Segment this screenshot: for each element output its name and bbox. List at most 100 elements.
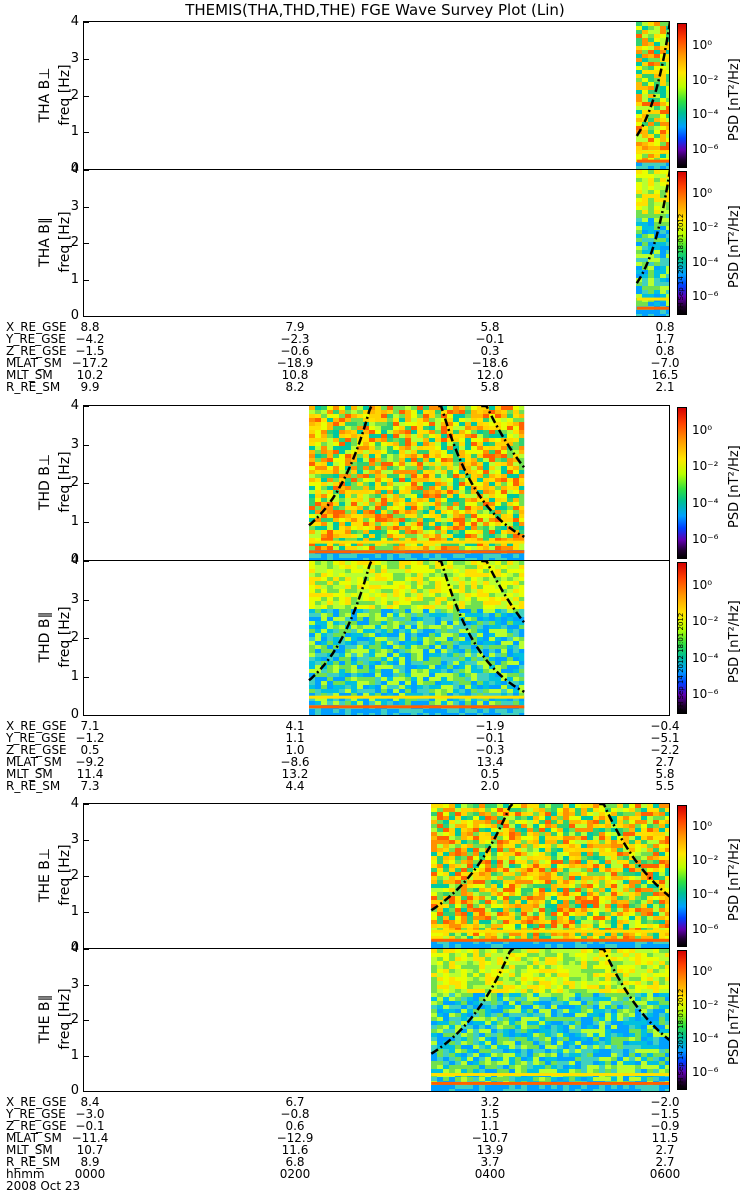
- spectrogram-cell: [441, 653, 447, 657]
- spectrogram-cell: [513, 434, 519, 438]
- spectrogram-cell: [653, 876, 659, 880]
- spectrogram-cell: [497, 876, 503, 880]
- spectrogram-cell: [315, 406, 321, 410]
- spectrogram-cell: [369, 546, 375, 550]
- spectrogram-cell: [399, 490, 405, 494]
- spectrogram-cell: [533, 844, 539, 848]
- spectrogram-cell: [641, 904, 647, 908]
- spectrogram-cell: [443, 832, 449, 836]
- spectrogram-cell: [641, 832, 647, 836]
- spectrogram-cell: [437, 808, 443, 812]
- spectrogram-cell: [387, 510, 393, 514]
- spectrogram-cell: [519, 597, 525, 601]
- spectrogram-cell: [381, 406, 387, 410]
- spectrogram-cell: [666, 78, 669, 82]
- spectrogram-cell: [611, 920, 617, 924]
- spectrogram-cell: [636, 186, 642, 190]
- spectrogram-cell: [465, 498, 471, 502]
- spectrogram-cell: [455, 1013, 461, 1017]
- spectrogram-cell: [515, 900, 521, 904]
- spectrogram-cell: [399, 406, 405, 410]
- spectrogram-cell: [399, 530, 405, 534]
- spectrogram-cell: [665, 880, 669, 884]
- spectrogram-cell: [501, 613, 507, 617]
- spectrogram-cell: [665, 876, 669, 880]
- spectrogram-cell: [339, 478, 345, 482]
- spectrogram-cell: [465, 522, 471, 526]
- spectrogram-cell: [635, 908, 641, 912]
- spectrogram-cell: [351, 657, 357, 661]
- spectrogram-cell: [393, 490, 399, 494]
- spectrogram-cell: [641, 820, 647, 824]
- spectrogram-cell: [501, 665, 507, 669]
- spectrogram-cell: [315, 546, 321, 550]
- spectrogram-cell: [660, 66, 666, 70]
- spectrogram-cell: [519, 657, 525, 661]
- spectrogram-cell: [513, 581, 519, 585]
- spectrogram-cell: [405, 482, 411, 486]
- spectrogram-cell: [399, 546, 405, 550]
- spectrogram-cell: [654, 134, 660, 138]
- spectrogram-cell: [429, 605, 435, 609]
- spectrogram-cell: [519, 426, 525, 430]
- spectrogram-cell: [435, 589, 441, 593]
- spectrogram-cell: [435, 406, 441, 410]
- spectrogram-cell: [629, 868, 635, 872]
- spectrogram-cell: [363, 554, 369, 558]
- spectrogram-cell: [327, 542, 333, 546]
- spectrogram-cell: [453, 565, 459, 569]
- spectrogram-cell: [605, 868, 611, 872]
- spectrogram-cell: [357, 450, 363, 454]
- spectrogram-cell: [477, 418, 483, 422]
- spectrogram-cell: [467, 1025, 473, 1029]
- spectrogram-cell: [321, 518, 327, 522]
- spectrogram-cell: [501, 577, 507, 581]
- spectrogram-cell: [485, 880, 491, 884]
- spectrogram-cell: [665, 804, 669, 808]
- spectrogram-cell: [461, 936, 467, 940]
- spectrogram-cell: [447, 601, 453, 605]
- spectrogram-cell: [431, 1057, 437, 1061]
- spectrogram-cell: [473, 856, 479, 860]
- spectrogram-cell: [581, 912, 587, 916]
- spectrogram-cell: [461, 1009, 467, 1013]
- spectrogram-cell: [437, 832, 443, 836]
- spectrogram-cell: [459, 577, 465, 581]
- spectrogram-cell: [437, 812, 443, 816]
- spectrogram-cell: [435, 458, 441, 462]
- spectrogram-cell: [423, 561, 429, 565]
- spectrogram-cell: [437, 888, 443, 892]
- spectrogram-cell: [569, 808, 575, 812]
- spectrogram-cell: [459, 689, 465, 693]
- spectrogram-cell: [417, 430, 423, 434]
- spectrogram-cell: [642, 154, 648, 158]
- spectrogram-cell: [459, 486, 465, 490]
- spectrogram-cell: [519, 466, 525, 470]
- spectrogram-cell: [437, 993, 443, 997]
- spectrogram-cell: [327, 653, 333, 657]
- spectrogram-cell: [467, 820, 473, 824]
- spectrogram-cell: [521, 884, 527, 888]
- spectrogram-cell: [423, 645, 429, 649]
- spectrogram-cell: [455, 1069, 461, 1073]
- spectrogram-cell: [455, 904, 461, 908]
- spectrogram-cell: [357, 589, 363, 593]
- spectrogram-cell: [465, 621, 471, 625]
- spectrogram-cell: [417, 669, 423, 673]
- spectrogram-cell: [599, 884, 605, 888]
- spectrogram-cell: [489, 542, 495, 546]
- spectrogram-cell: [333, 558, 339, 560]
- spectrogram-cell: [479, 808, 485, 812]
- spectrogram-cell: [459, 494, 465, 498]
- spectrogram-cell: [497, 820, 503, 824]
- spectrogram-cell: [315, 410, 321, 414]
- spectrogram-cell: [654, 178, 660, 182]
- spectrogram-cell: [461, 844, 467, 848]
- spectrogram-cell: [437, 1017, 443, 1021]
- spectrogram-cell: [411, 510, 417, 514]
- spectrogram-cell: [411, 605, 417, 609]
- spectrogram-cell: [327, 593, 333, 597]
- spectrogram-cell: [423, 661, 429, 665]
- spectrogram-cell: [495, 506, 501, 510]
- spectrogram-cell: [339, 649, 345, 653]
